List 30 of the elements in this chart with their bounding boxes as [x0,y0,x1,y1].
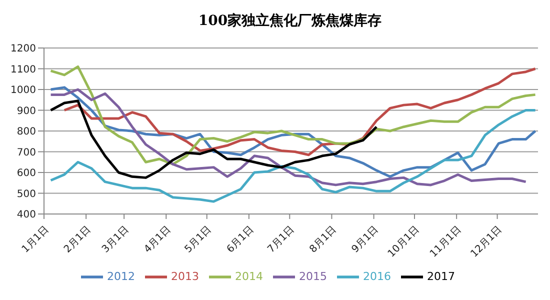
x-tick-label: 4月1日 [142,224,174,256]
legend-label: 2014 [235,270,263,284]
x-tick-label: 1月1日 [20,224,52,256]
legend-label: 2012 [107,270,135,284]
x-tick-label: 8月1日 [308,224,339,256]
legend-label: 2015 [299,270,327,284]
line-series [50,109,537,203]
line-series [50,100,378,179]
x-tick-label: 3月1日 [100,224,132,256]
x-tick-label: 10月1日 [386,224,422,260]
x-tick-label: 2月1日 [62,224,94,256]
chart-title: 100家独立焦化厂炼焦煤库存 [197,12,383,31]
x-tick-label: 12月1日 [468,224,504,260]
y-tick-label: 800 [16,126,36,138]
y-tick-label: 400 [16,210,36,221]
y-tick-label: 600 [16,168,36,180]
x-tick-label: 7月1日 [266,224,297,256]
y-tick-label: 1100 [10,64,36,76]
legend-label: 2017 [427,270,455,284]
x-tick-label: 11月1日 [428,224,464,260]
y-tick-label: 500 [16,188,36,200]
y-tick-label: 1200 [10,44,36,55]
y-tick-label: 700 [16,147,36,158]
legend-label: 2013 [171,270,199,284]
x-tick-label: 5月1日 [183,224,214,256]
x-tick-label: 6月1日 [225,224,256,256]
y-tick-label: 1000 [10,85,36,96]
x-tick-label: 9月1日 [350,224,381,256]
y-tick-label: 900 [16,106,36,117]
legend-label: 2016 [363,270,391,284]
